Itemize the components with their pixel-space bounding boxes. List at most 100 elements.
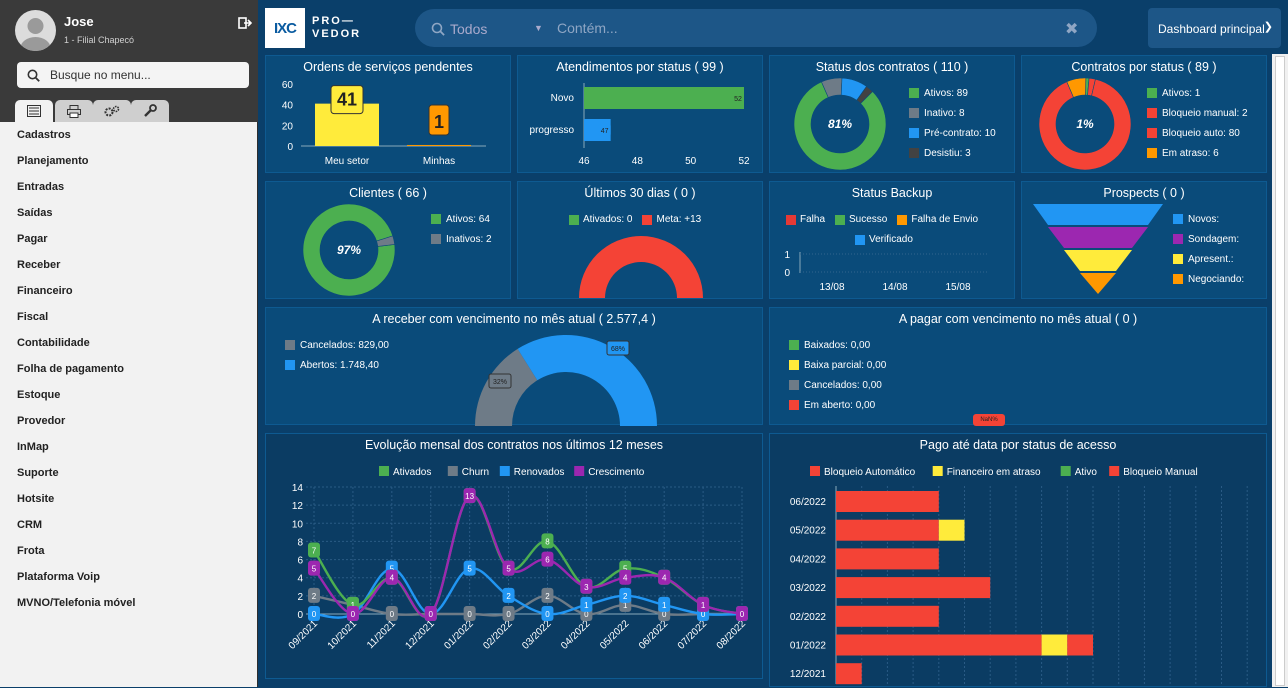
x-tick-label: 50 (685, 156, 697, 167)
menu-item-receber[interactable]: Receber (17, 259, 61, 271)
data-point (541, 606, 554, 621)
y-tick-label: 02/2022 (790, 612, 827, 623)
card-evolucao: Evolução mensal dos contratos nos último… (265, 433, 763, 679)
receber-chart: 32% 68% (475, 335, 657, 426)
close-icon[interactable]: ✖ (1065, 21, 1079, 38)
pago-chart: Bloqueio Automático Financeiro em atraso A… (790, 466, 1248, 685)
scrollbar-thumb[interactable] (1275, 56, 1285, 686)
data-label: 8 (545, 537, 550, 546)
legend-item: Ativados: 0 (569, 214, 632, 225)
tab-tools[interactable] (131, 100, 169, 122)
tab-list[interactable] (15, 100, 53, 122)
data-point (502, 560, 515, 576)
dashboard-select[interactable]: Dashboard principal ❯ (1148, 8, 1281, 48)
menu-item-plataforma-voip[interactable]: Plataforma Voip (17, 571, 100, 583)
bar-label-box (428, 104, 450, 136)
wrench-icon (144, 104, 157, 117)
menu-item-crm[interactable]: CRM (17, 519, 43, 531)
y-tick-label: 6 (297, 556, 303, 567)
menu-item-mvno-telefonia-movel[interactable]: MVNO/Telefonia móvel (17, 597, 136, 609)
data-label: 5 (623, 565, 628, 574)
sidebar: Jose 1 - Filial Chapecó Busque no menu..… (0, 0, 258, 687)
data-point (580, 578, 593, 594)
slice-label: 68% (611, 346, 625, 353)
search-input[interactable]: Contém... (557, 20, 618, 36)
legend-label: Bloqueio Manual (1123, 467, 1198, 478)
data-label: 0 (740, 610, 745, 619)
x-tick-label: 06/2022 (637, 618, 671, 652)
bar-value-label: 1 (434, 112, 444, 132)
x-tick-label: Minhas (423, 156, 455, 167)
data-point (619, 569, 632, 585)
menu-item-suporte[interactable]: Suporte (17, 467, 59, 479)
data-label: 4 (623, 574, 628, 583)
search-icon (431, 22, 445, 36)
avatar[interactable] (15, 10, 56, 51)
menu-item-inmap[interactable]: InMap (17, 441, 49, 453)
legend: Ativos: 1 Bloqueio manual: 2 Bloqueio au… (1147, 83, 1248, 163)
logout-icon[interactable] (238, 16, 252, 30)
bar-segment (1067, 634, 1093, 656)
legend-swatch (574, 466, 585, 476)
ordens-chart: 0 20 40 60 41 Meu setor 1 Minhas (282, 80, 486, 167)
meta-slice (579, 236, 703, 298)
menu-item-fiscal[interactable]: Fiscal (17, 311, 49, 323)
menu-item-estoque[interactable]: Estoque (17, 389, 61, 401)
user-branch[interactable]: 1 - Filial Chapecó (64, 35, 135, 45)
y-tick-label: progresso (530, 125, 575, 136)
menu-item-financeiro[interactable]: Financeiro (17, 285, 73, 297)
menu-item-provedor[interactable]: Provedor (17, 415, 66, 427)
legend-item: Meta: +13 (642, 214, 701, 225)
clientes-chart: 97% (302, 203, 396, 297)
tab-settings[interactable] (93, 100, 131, 122)
data-point (463, 488, 476, 504)
logo[interactable]: IXC PRO— VEDOR (265, 8, 365, 48)
card-prospects: Prospects ( 0 ) Novos: Sondagem: Apresen… (1021, 181, 1267, 299)
x-tick-label: 05/2022 (598, 618, 632, 652)
menu-item-folha-de-pagamento[interactable]: Folha de pagamento (17, 363, 124, 375)
legend: Cancelados: 829,00 Abertos: 1.748,40 (285, 335, 389, 375)
menu-item-pagar[interactable]: Pagar (17, 233, 48, 245)
x-tick-label: 04/2022 (559, 618, 593, 652)
x-tick-label: 12/2021 (404, 618, 438, 652)
backup-chart: 0 1 13/08 14/08 15/08 (784, 250, 988, 293)
data-label: 3 (584, 583, 589, 592)
y-tick-label: Novo (551, 93, 575, 104)
menu-item-cadastros[interactable]: Cadastros (17, 129, 71, 141)
menu-item-entradas[interactable]: Entradas (17, 181, 65, 193)
data-point (308, 560, 320, 576)
legend-item: Ativos: 89 (909, 83, 996, 103)
legend: Falha Sucesso Falha de Envio (786, 214, 988, 225)
legend: Ativos: 64 Inativos: 2 (431, 209, 492, 249)
menu-item-hotsite[interactable]: Hotsite (17, 493, 55, 505)
legend-item: Novos: (1173, 209, 1244, 229)
card-title: Status dos contratos ( 110 ) (815, 60, 969, 74)
x-tick-label: 46 (578, 156, 590, 167)
menu-search-input[interactable]: Busque no menu... (17, 62, 249, 88)
tab-print[interactable] (55, 100, 93, 122)
data-point (385, 569, 398, 585)
menu-item-planejamento[interactable]: Planejamento (17, 155, 89, 167)
data-label: 0 (701, 610, 706, 619)
card-title: Últimos 30 dias ( 0 ) (584, 186, 696, 200)
x-tick-label: 09/2021 (287, 618, 321, 652)
y-tick-label: 14 (292, 483, 304, 494)
prospects-chart (1033, 204, 1163, 294)
menu-item-frota[interactable]: Frota (17, 545, 45, 557)
menu-item-contabilidade[interactable]: Contabilidade (17, 337, 90, 349)
data-point (424, 606, 437, 621)
legend-swatch (810, 466, 820, 476)
bar-segment (1041, 634, 1068, 656)
page-scrollbar[interactable] (1272, 54, 1288, 687)
chevron-down-icon[interactable]: ▼ (534, 23, 543, 33)
menu-item-saidas[interactable]: Saídas (17, 207, 53, 219)
legend-item: Falha de Envio (897, 214, 978, 225)
menu-list: Cadastros Planejamento Entradas Saídas Pagar… (0, 126, 258, 620)
legend-swatch (379, 466, 389, 476)
status-contratos-slice (793, 81, 887, 171)
ultimos-chart (579, 236, 703, 298)
series-line (313, 594, 742, 617)
filter-select[interactable]: Todos (450, 21, 488, 37)
legend-item: Em aberto: 0,00 (789, 395, 886, 415)
bar-segment (836, 519, 939, 541)
